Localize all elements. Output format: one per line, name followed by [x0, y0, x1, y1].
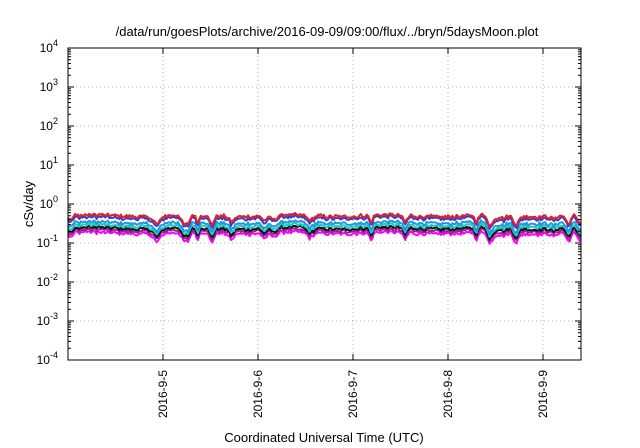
- y-axis-label: cSv/day: [21, 180, 36, 227]
- series-line: [67, 214, 582, 230]
- y-tick-label: 100: [40, 194, 58, 211]
- chart-title: /data/run/goesPlots/archive/2016-09-09/0…: [116, 24, 539, 39]
- y-ticks: 10-4 10-3 10-2 10-1 100 101 102 103 104: [37, 38, 581, 367]
- y-tick-label: 10-3: [37, 311, 58, 328]
- series-line: [67, 224, 582, 241]
- y-tick-label: 102: [40, 116, 58, 133]
- series-line: [67, 219, 582, 236]
- x-tick-label: 2016-9-9: [536, 370, 550, 418]
- y-tick-label: 10-2: [37, 272, 58, 289]
- x-tick-label: 2016-9-5: [156, 370, 170, 418]
- series-line: [67, 229, 582, 245]
- series-line: [67, 221, 582, 238]
- y-tick-label: 10-4: [37, 350, 58, 367]
- x-ticks: 2016-9-5 2016-9-6 2016-9-7 2016-9-8 2016-9-9: [156, 48, 550, 418]
- x-tick-label: 2016-9-6: [251, 370, 265, 418]
- series-line: [67, 226, 582, 243]
- x-axis-label: Coordinated Universal Time (UTC): [224, 430, 423, 445]
- y-tick-label: 103: [40, 77, 58, 94]
- y-tick-label: 10-1: [37, 233, 58, 250]
- y-tick-label: 101: [40, 155, 58, 172]
- y-tick-label: 104: [40, 38, 58, 55]
- series-layer: [67, 211, 582, 245]
- series-line: [67, 211, 582, 228]
- grid-lines: [68, 48, 581, 360]
- x-tick-label: 2016-9-7: [346, 370, 360, 418]
- x-tick-label: 2016-9-8: [441, 370, 455, 418]
